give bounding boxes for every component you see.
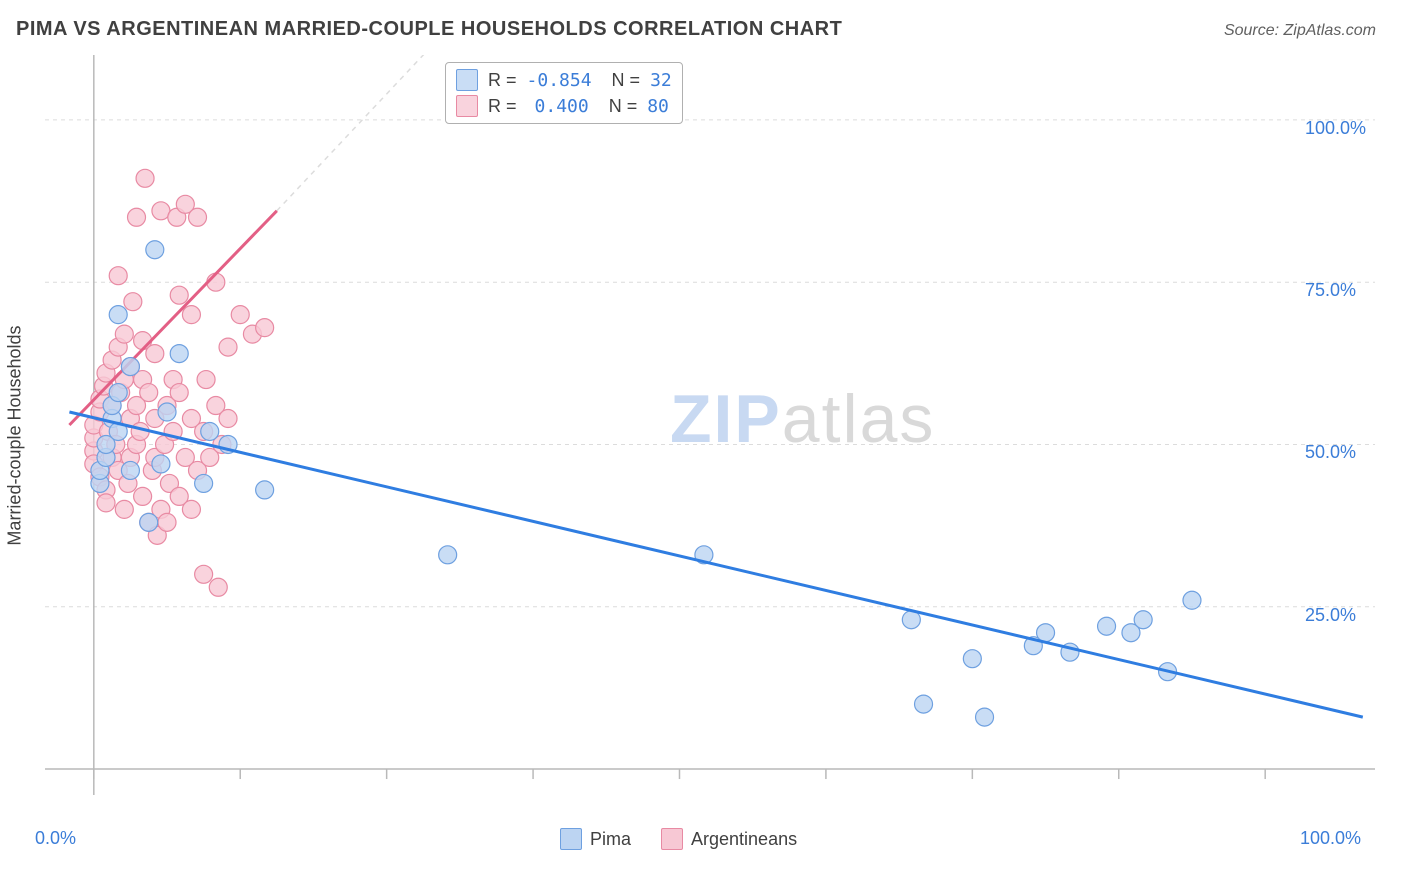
source-attribution: Source: ZipAtlas.com bbox=[1224, 22, 1376, 40]
chart-title: PIMA VS ARGENTINEAN MARRIED-COUPLE HOUSE… bbox=[16, 18, 842, 41]
watermark: ZIPatlas bbox=[670, 380, 935, 458]
legend-row-argentineans: R = 0.400 N = 80 bbox=[456, 93, 672, 119]
n-label: N = bbox=[612, 70, 641, 91]
x-tick-max: 100.0% bbox=[1300, 828, 1361, 849]
r-label: R = bbox=[488, 96, 517, 117]
y-axis-label-wrap: Married-couple Households bbox=[5, 55, 25, 795]
swatch-argentineans bbox=[661, 828, 683, 850]
r-value-argentineans: 0.400 bbox=[535, 96, 589, 117]
swatch-pima bbox=[456, 69, 478, 91]
r-value-pima: -0.854 bbox=[527, 70, 592, 91]
y-tick: 100.0% bbox=[1305, 118, 1366, 139]
n-value-pima: 32 bbox=[650, 70, 672, 91]
y-tick: 25.0% bbox=[1305, 605, 1356, 626]
legend-item-pima: Pima bbox=[560, 828, 631, 850]
swatch-argentineans bbox=[456, 95, 478, 117]
legend-row-pima: R = -0.854 N = 32 bbox=[456, 67, 672, 93]
n-value-argentineans: 80 bbox=[647, 96, 669, 117]
r-label: R = bbox=[488, 70, 517, 91]
x-tick-min: 0.0% bbox=[35, 828, 76, 849]
y-tick: 50.0% bbox=[1305, 442, 1356, 463]
watermark-atlas: atlas bbox=[782, 381, 936, 457]
swatch-pima bbox=[560, 828, 582, 850]
legend-item-argentineans: Argentineans bbox=[661, 828, 797, 850]
watermark-zip: ZIP bbox=[670, 381, 782, 457]
n-label: N = bbox=[609, 96, 638, 117]
correlation-legend: R = -0.854 N = 32 R = 0.400 N = 80 bbox=[445, 62, 683, 124]
legend-label-argentineans: Argentineans bbox=[691, 829, 797, 850]
legend-label-pima: Pima bbox=[590, 829, 631, 850]
series-legend: Pima Argentineans bbox=[560, 828, 797, 850]
y-axis-label: Married-couple Households bbox=[5, 316, 26, 556]
y-tick: 75.0% bbox=[1305, 280, 1356, 301]
chart-container: PIMA VS ARGENTINEAN MARRIED-COUPLE HOUSE… bbox=[0, 0, 1406, 892]
